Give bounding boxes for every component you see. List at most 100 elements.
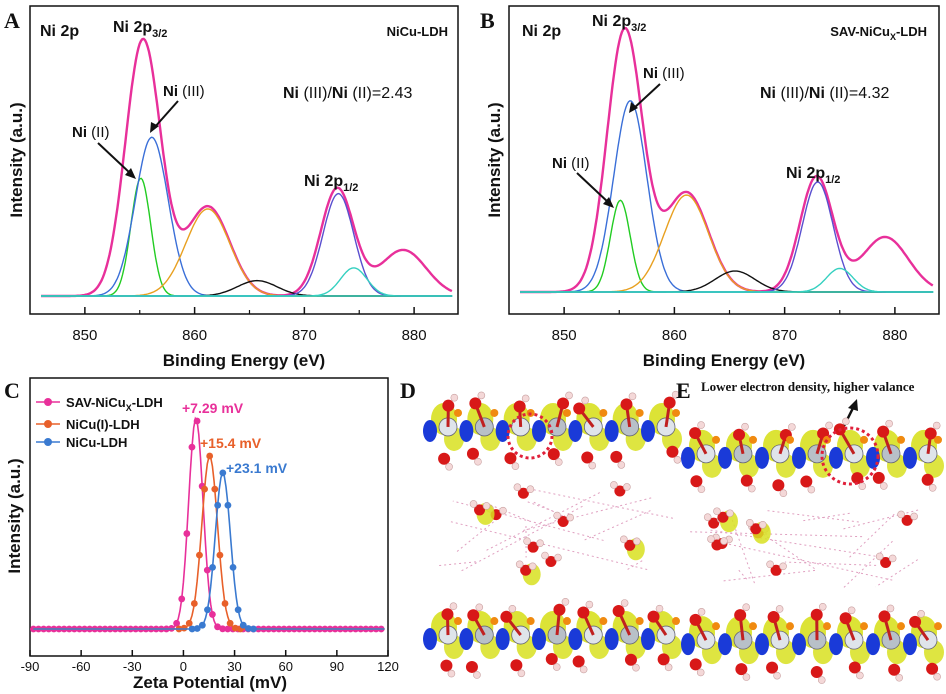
h-bond — [449, 520, 648, 571]
peak-label-sav: +7.29 mV — [182, 400, 244, 416]
panel-a-y-axis-title: Intensity (a.u.) — [7, 102, 26, 217]
panel-a-x-ticks: 850 860 870 880 — [72, 307, 427, 344]
x-tick-label: -30 — [123, 659, 142, 674]
hydrogen-atom — [515, 560, 524, 569]
zeta-point — [193, 625, 201, 632]
hydrogen-atom — [561, 598, 570, 606]
panel-d-structure-render — [423, 390, 682, 679]
oxygen-atom — [770, 564, 782, 576]
hydrogen-atom — [579, 665, 588, 674]
hydrogen-atom — [588, 461, 597, 470]
hydrogen-atom — [474, 457, 482, 466]
h-bond — [439, 561, 478, 567]
isosurface-depletion — [829, 446, 843, 469]
oxygen-atom — [877, 425, 890, 438]
x-tick-label: 850 — [552, 327, 577, 344]
panel-b-ratio: Ni (III)/Ni (II)=4.32 — [760, 85, 889, 102]
isosurface-depletion — [604, 419, 619, 442]
isosurface-depletion — [792, 446, 806, 469]
hydrogen-atom — [879, 482, 888, 490]
zeta-point — [211, 485, 219, 493]
zeta-point — [201, 485, 208, 493]
zeta-point — [203, 566, 211, 574]
hydrogen-atom — [447, 669, 456, 678]
oxygen-atom — [733, 428, 746, 441]
oxygen-atom — [573, 402, 586, 415]
hydrogen-atom — [741, 422, 749, 431]
oxygen-atom — [500, 610, 513, 623]
hydrogen-atom — [554, 553, 562, 562]
hydrogen-atom — [482, 502, 491, 510]
panel-c: C -90 -60 -30 0 30 60 90 120 SAV-NiCuX-LDH NiCu… — [4, 377, 399, 692]
panel-a-ni2-label: Ni (II) — [72, 124, 110, 141]
oxygen-atom — [620, 398, 633, 411]
zeta-point — [224, 501, 232, 509]
oxygen-atom — [557, 397, 570, 410]
isosurface-depletion — [641, 419, 655, 442]
zeta-point — [206, 452, 214, 460]
oxygen-atom — [467, 609, 480, 622]
h-bond — [627, 559, 645, 570]
panel-c-frame — [29, 377, 389, 657]
hydrogen-atom — [697, 485, 706, 494]
hydrogen-atom — [623, 483, 631, 491]
oxygen-atom — [504, 452, 517, 465]
x-tick-label: 60 — [278, 659, 292, 674]
zeta-point — [214, 501, 222, 509]
zeta-point — [188, 443, 196, 451]
oxygen-atom — [708, 517, 720, 529]
cu-atom — [860, 622, 868, 631]
isosurface-depletion — [792, 633, 806, 656]
panel-b-ni3-label: Ni (III) — [643, 65, 685, 82]
panel-b-ni2-arrow — [576, 172, 610, 204]
cu-atom — [823, 622, 831, 631]
oxygen-atom — [800, 475, 813, 488]
oxygen-atom — [657, 653, 670, 666]
oxygen-atom — [469, 397, 482, 410]
hydrogen-atom — [788, 423, 796, 431]
isosurface-depletion — [495, 628, 510, 651]
legend-marker-nicu1 — [44, 420, 52, 428]
zeta-point — [239, 621, 247, 629]
oxygen-atom — [581, 451, 594, 464]
panel-a-letter: A — [4, 8, 20, 33]
x-tick-label: 880 — [882, 327, 907, 344]
hydrogen-atom — [928, 484, 937, 492]
oxygen-atom — [901, 514, 913, 526]
hydrogen-atom — [875, 552, 884, 561]
cu-atom — [712, 622, 720, 631]
panel-d-letter: D — [400, 378, 416, 403]
oxygen-atom — [690, 475, 703, 488]
hydrogen-atom — [696, 668, 705, 677]
h-bond — [843, 539, 895, 588]
cu-atom — [860, 435, 868, 444]
oxygen-atom — [647, 610, 660, 623]
peak-label-nicu: +23.1 mV — [226, 460, 288, 476]
isosurface-depletion — [755, 446, 769, 469]
zeta-point — [196, 551, 203, 559]
isosurface-depletion — [681, 446, 695, 469]
hydrogen-atom — [554, 458, 563, 466]
oxygen-atom — [909, 615, 922, 628]
panel-c-legend: SAV-NiCuX-LDH NiCu(I)-LDH NiCu-LDH — [36, 395, 163, 450]
oxygen-atom — [848, 661, 861, 674]
h-bond — [767, 510, 861, 523]
h-bond — [690, 531, 864, 538]
panel-a-ni2p12-label: Ni 2p1/2 — [304, 173, 358, 194]
cu-atom — [712, 435, 720, 444]
h-bond — [584, 509, 652, 541]
panel-c-curves — [30, 416, 385, 633]
cu-atom — [563, 617, 571, 626]
panel-a-ni2-arrowhead — [125, 168, 136, 179]
oxygen-atom — [926, 662, 939, 675]
hydrogen-atom — [773, 671, 781, 680]
cu-atom — [563, 408, 571, 417]
h-bond — [485, 492, 600, 552]
hydrogen-atom — [885, 419, 893, 428]
zeta-point — [229, 563, 237, 571]
zeta-curve-2 — [33, 470, 385, 630]
panel-a-sample-title: NiCu-LDH — [387, 24, 448, 39]
oxygen-atom — [557, 516, 569, 528]
oxygen-atom — [872, 471, 885, 484]
hydrogen-atom — [720, 537, 728, 545]
